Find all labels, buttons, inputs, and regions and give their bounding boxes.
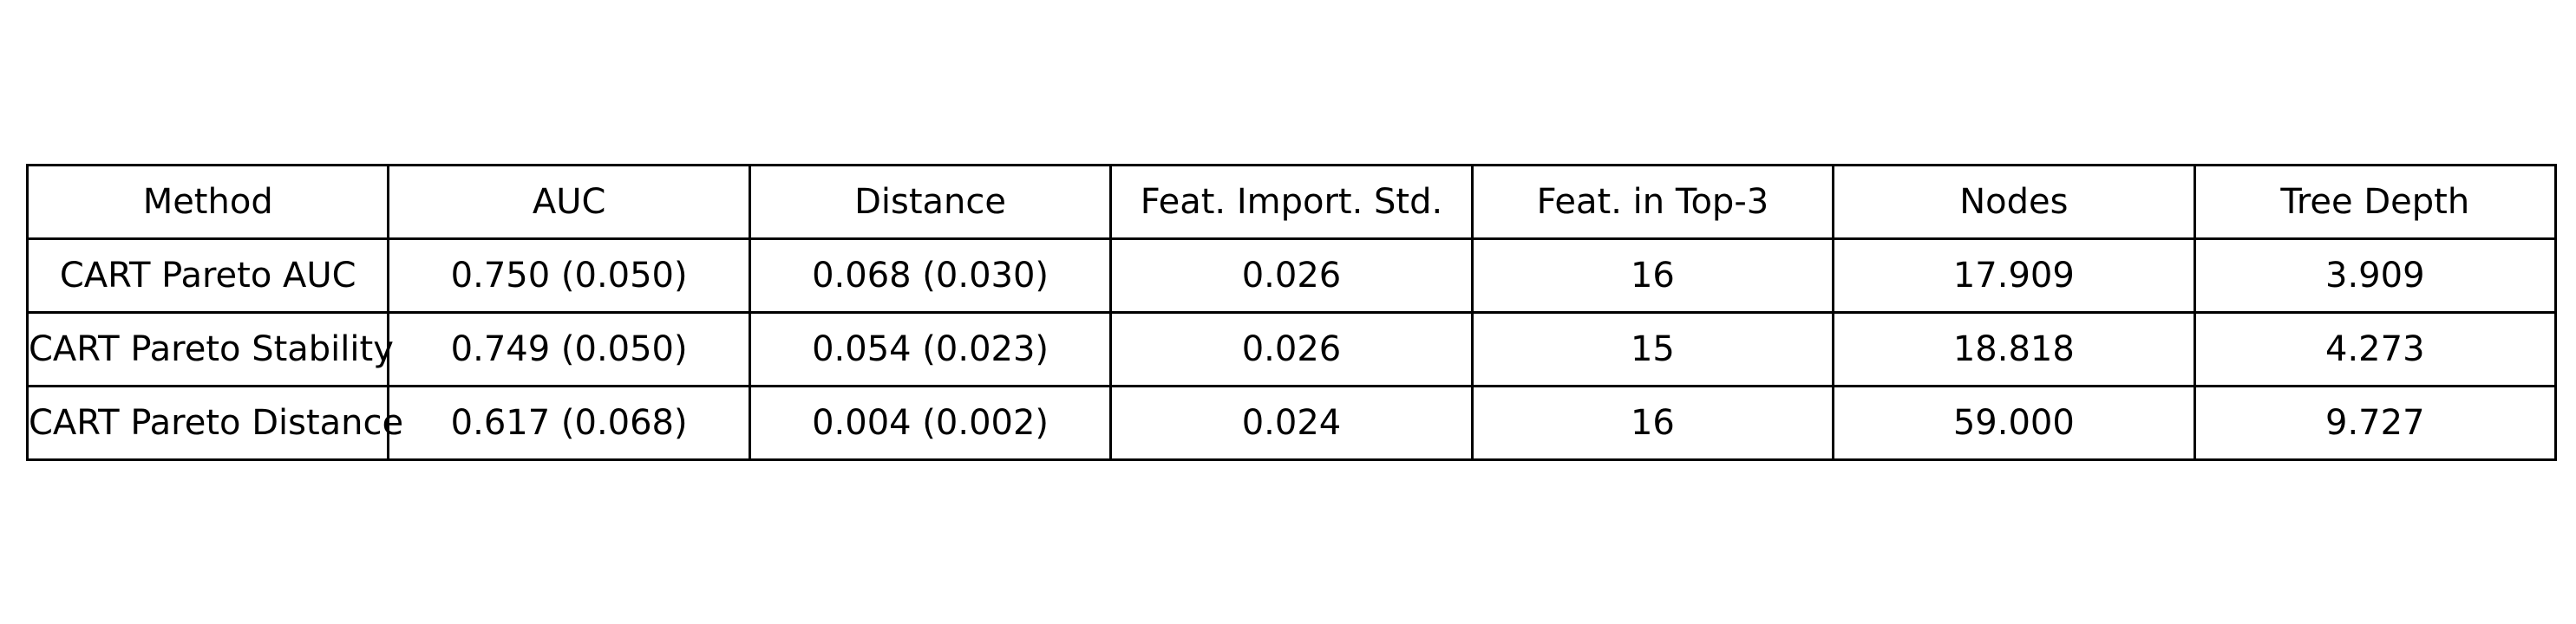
results-table: Method AUC Distance Feat. Import. Std. F… xyxy=(25,164,2558,461)
table-cell-tree-depth: 3.909 xyxy=(2193,237,2558,314)
column-header-auc: AUC xyxy=(387,164,751,240)
table-cell-auc: 0.617 (0.068) xyxy=(387,385,751,461)
table-row: CART Pareto Distance 0.617 (0.068) 0.004… xyxy=(25,385,2558,461)
table-row: CART Pareto AUC 0.750 (0.050) 0.068 (0.0… xyxy=(25,237,2558,314)
table-row: CART Pareto Stability 0.749 (0.050) 0.05… xyxy=(25,311,2558,387)
table-cell-distance: 0.004 (0.002) xyxy=(748,385,1113,461)
column-header-feat-in-top-3: Feat. in Top-3 xyxy=(1470,164,1835,240)
table-cell-tree-depth: 9.727 xyxy=(2193,385,2558,461)
table-cell-distance: 0.054 (0.023) xyxy=(748,311,1113,387)
table-cell-auc: 0.750 (0.050) xyxy=(387,237,751,314)
table-cell-distance: 0.068 (0.030) xyxy=(748,237,1113,314)
table-cell-method: CART Pareto Distance xyxy=(25,385,403,461)
table-cell-feat-import-std: 0.026 xyxy=(1109,237,1474,314)
column-header-nodes: Nodes xyxy=(1832,164,2196,240)
table-cell-nodes: 59.000 xyxy=(1832,385,2196,461)
table-cell-tree-depth: 4.273 xyxy=(2193,311,2558,387)
column-header-distance: Distance xyxy=(748,164,1113,240)
table-cell-feat-in-top-3: 15 xyxy=(1470,311,1835,387)
table-cell-feat-in-top-3: 16 xyxy=(1470,385,1835,461)
table-cell-auc: 0.749 (0.050) xyxy=(387,311,751,387)
column-header-tree-depth: Tree Depth xyxy=(2193,164,2558,240)
table-cell-nodes: 17.909 xyxy=(1832,237,2196,314)
table-cell-feat-import-std: 0.024 xyxy=(1109,385,1474,461)
table-cell-nodes: 18.818 xyxy=(1832,311,2196,387)
column-header-feat-import-std: Feat. Import. Std. xyxy=(1109,164,1474,240)
table-cell-feat-in-top-3: 16 xyxy=(1470,237,1835,314)
table-cell-method: CART Pareto AUC xyxy=(25,237,390,314)
table-header-row: Method AUC Distance Feat. Import. Std. F… xyxy=(25,164,2558,240)
table-cell-method: CART Pareto Stability xyxy=(25,311,394,387)
column-header-method: Method xyxy=(25,164,390,240)
table-cell-feat-import-std: 0.026 xyxy=(1109,311,1474,387)
results-table-container: Method AUC Distance Feat. Import. Std. F… xyxy=(25,164,2558,461)
